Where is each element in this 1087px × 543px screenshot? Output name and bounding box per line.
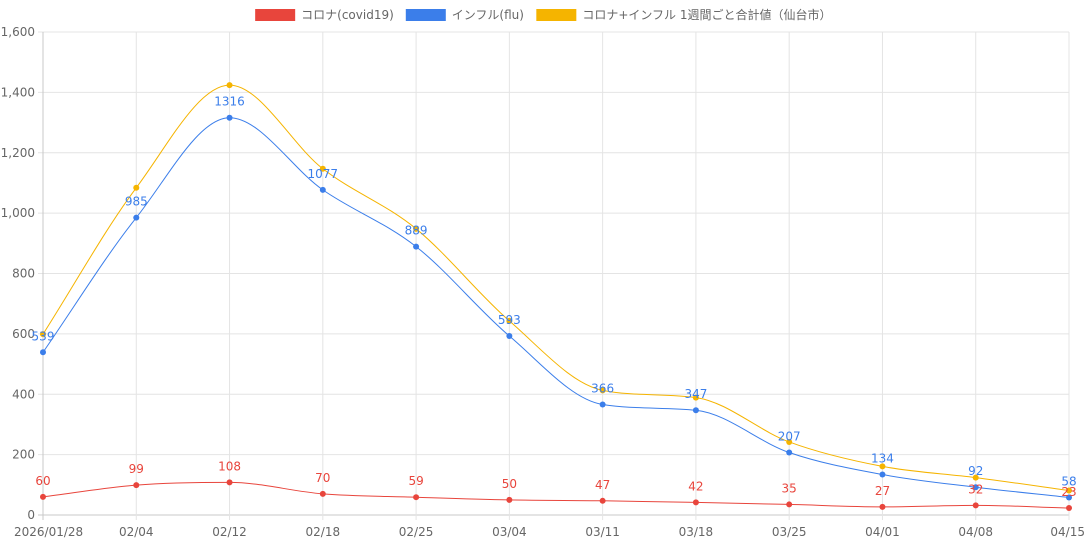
data-label-1: 207 (778, 430, 801, 444)
data-point-2[interactable] (413, 225, 420, 232)
legend-swatch-2[interactable] (536, 9, 577, 21)
data-point-2[interactable] (506, 317, 513, 324)
data-label-1: 134 (871, 452, 894, 466)
data-point-0[interactable] (692, 499, 699, 506)
x-tick-label: 02/04 (119, 525, 154, 539)
series-lines (42, 84, 1070, 509)
data-point-1[interactable] (226, 114, 233, 121)
data-point-1[interactable] (40, 349, 46, 356)
data-label-0: 70 (315, 471, 330, 485)
legend[interactable]: コロナ(covid19) インフル(flu) コロナ+インフル 1週間ごと合計値（仙… (255, 7, 831, 22)
y-tick-label: 1,200 (1, 146, 35, 160)
data-point-2[interactable] (319, 165, 326, 172)
data-point-0[interactable] (226, 479, 233, 486)
data-point-1[interactable] (599, 401, 606, 408)
legend-swatch-1[interactable] (405, 9, 446, 21)
data-point-0[interactable] (506, 496, 513, 503)
data-label-0: 32 (968, 482, 983, 496)
data-point-2[interactable] (599, 387, 606, 394)
data-point-1[interactable] (879, 471, 886, 478)
data-point-2[interactable] (40, 331, 46, 338)
data-point-1[interactable] (133, 214, 140, 221)
series-line-0 (42, 481, 1070, 509)
data-point-1[interactable] (506, 332, 513, 339)
x-tick-label: 02/18 (306, 525, 341, 539)
data-label-0: 42 (688, 479, 703, 493)
y-tick-label: 0 (27, 508, 35, 522)
data-label-1: 1077 (308, 167, 339, 181)
data-point-0[interactable] (133, 482, 140, 489)
data-label-0: 23 (1061, 485, 1076, 499)
grid (38, 31, 1070, 520)
x-tick-label: 03/04 (492, 525, 527, 539)
data-point-0[interactable] (879, 503, 886, 510)
data-label-0: 59 (408, 474, 423, 488)
axes: 0 200 400 600 800 1,000 1,200 1,400 1,600 2026/01… (1, 25, 1085, 539)
y-tick-label: 200 (12, 448, 35, 462)
x-tick-label: 02/25 (399, 525, 434, 539)
data-point-2[interactable] (226, 82, 233, 89)
x-tick-label: 03/18 (679, 525, 714, 539)
legend-label-2[interactable]: コロナ+インフル 1週間ごと合計値（仙台市） (582, 7, 831, 22)
data-point-0[interactable] (1066, 505, 1072, 512)
data-point-2[interactable] (692, 394, 699, 401)
data-labels: 60 99 108 70 59 50 47 42 35 27 32 23 539 985 1316 1077 8… (32, 95, 1077, 499)
data-label-0: 27 (875, 484, 890, 498)
data-label-0: 50 (502, 477, 517, 491)
data-label-0: 35 (782, 481, 797, 495)
data-point-2[interactable] (1066, 487, 1072, 494)
data-label-1: 889 (405, 224, 428, 238)
data-label-1: 539 (32, 329, 55, 343)
series-line-2 (42, 84, 1070, 492)
y-tick-label: 1,400 (1, 85, 35, 99)
data-label-1: 1316 (214, 95, 245, 109)
data-point-1[interactable] (413, 243, 420, 250)
data-label-1: 92 (968, 464, 983, 478)
x-tick-label: 03/11 (585, 525, 620, 539)
data-label-1: 593 (498, 313, 521, 327)
x-tick-label: 03/25 (772, 525, 807, 539)
data-points (40, 82, 1072, 512)
data-point-2[interactable] (133, 184, 140, 191)
x-tick-label: 04/01 (865, 525, 900, 539)
data-label-1: 985 (125, 195, 148, 209)
data-point-0[interactable] (40, 493, 46, 500)
data-label-0: 60 (35, 474, 50, 488)
data-point-1[interactable] (319, 186, 326, 193)
data-point-1[interactable] (972, 484, 979, 491)
series-line-1 (42, 117, 1070, 498)
data-label-1: 366 (591, 382, 614, 396)
data-point-1[interactable] (1066, 494, 1072, 501)
data-point-1[interactable] (692, 407, 699, 414)
data-point-1[interactable] (786, 449, 793, 456)
data-label-0: 99 (129, 462, 144, 476)
data-point-0[interactable] (599, 497, 606, 504)
y-tick-label: 1,600 (1, 25, 35, 39)
y-tick-label: 800 (12, 267, 35, 281)
data-point-2[interactable] (879, 463, 886, 470)
x-tick-label: 04/08 (958, 525, 993, 539)
y-tick-label: 600 (12, 327, 35, 341)
data-label-0: 47 (595, 478, 610, 492)
data-label-1: 58 (1061, 474, 1076, 488)
legend-label-1[interactable]: インフル(flu) (452, 8, 524, 22)
data-point-0[interactable] (413, 494, 420, 501)
legend-swatch-0[interactable] (255, 9, 296, 21)
y-tick-label: 1,000 (1, 206, 35, 220)
data-point-2[interactable] (972, 474, 979, 481)
x-tick-label: 02/12 (212, 525, 247, 539)
x-tick-label: 2026/01/28 (14, 525, 83, 539)
y-tick-label: 400 (12, 387, 35, 401)
data-point-0[interactable] (319, 490, 326, 497)
data-point-0[interactable] (786, 501, 793, 508)
data-point-0[interactable] (972, 502, 979, 509)
legend-label-0[interactable]: コロナ(covid19) (301, 8, 394, 22)
data-label-1: 347 (684, 387, 707, 401)
data-point-2[interactable] (786, 438, 793, 445)
x-tick-label: 04/15 (1050, 525, 1085, 539)
data-label-0: 108 (218, 459, 241, 473)
